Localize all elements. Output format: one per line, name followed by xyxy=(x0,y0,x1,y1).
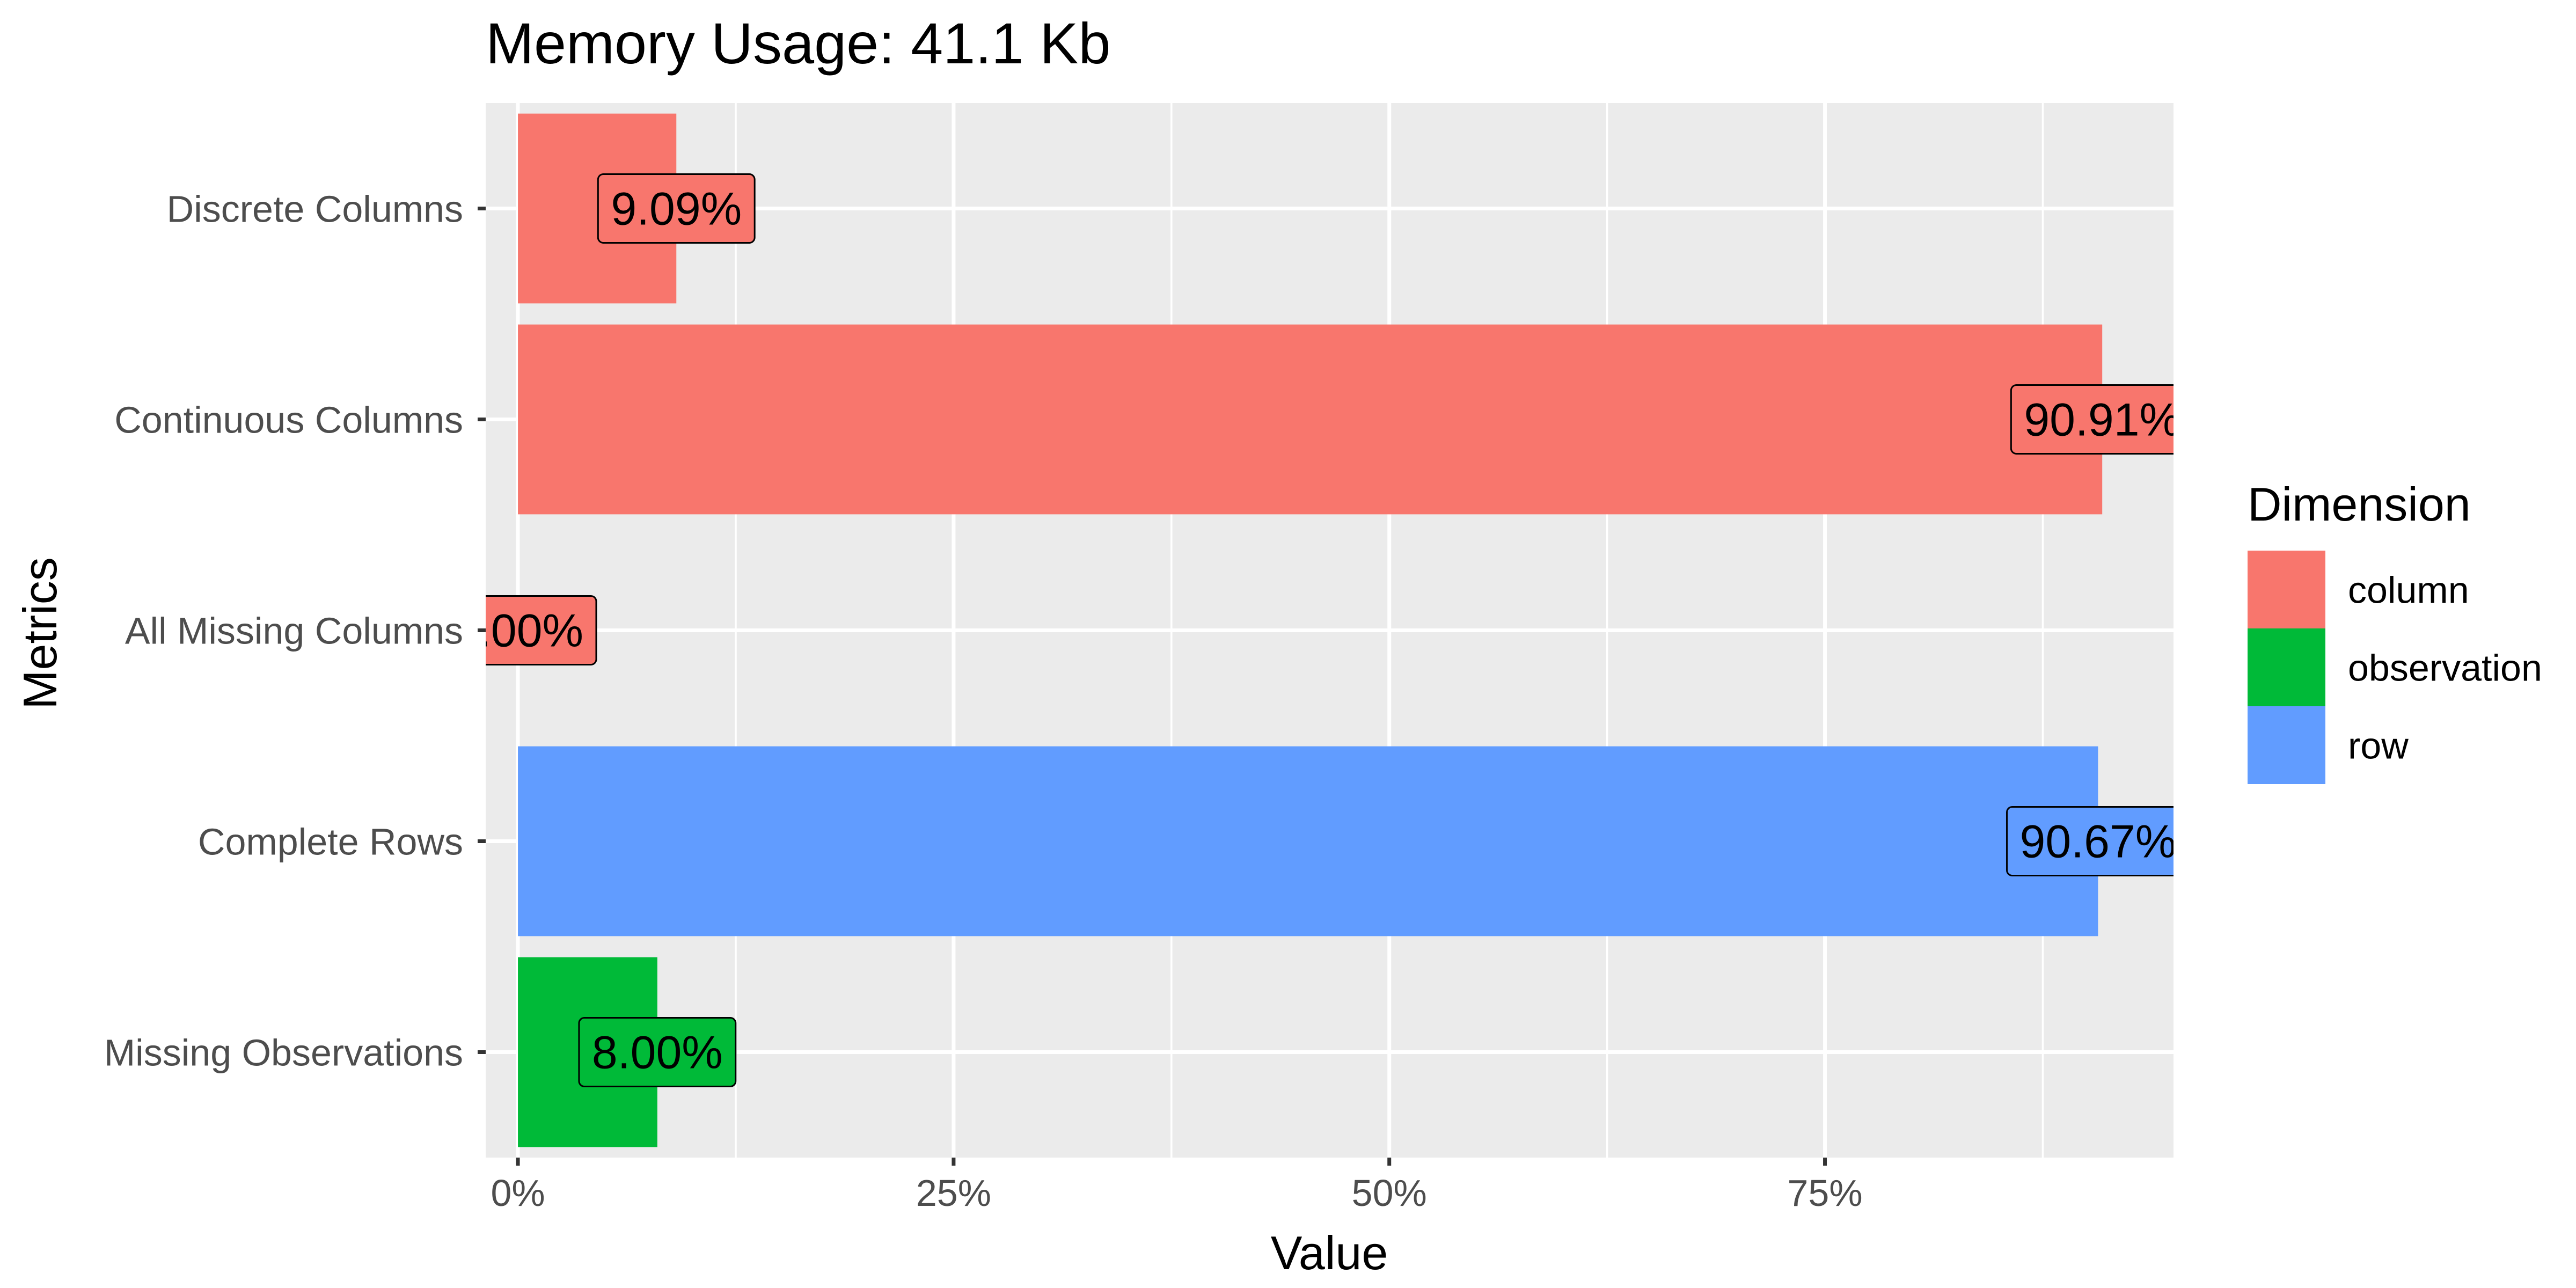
y-tick-label: Discrete Columns xyxy=(167,188,463,230)
data-label-text: 90.67% xyxy=(2020,816,2177,868)
legend-key xyxy=(2248,706,2325,784)
data-label-box xyxy=(2006,806,2174,876)
data-label-text: 9.09% xyxy=(611,184,742,235)
data-label-text: 0.00% xyxy=(452,605,583,657)
x-tick-label: 75% xyxy=(1787,1172,1862,1214)
y-tick-label: All Missing Columns xyxy=(125,610,463,652)
legend: Dimension column observation row xyxy=(2248,478,2542,784)
data-labels: 9.09% 90.91% 0.00% 90.67% 8.00% xyxy=(452,173,2180,1087)
y-axis-title: Metrics xyxy=(13,557,67,709)
y-tick-label: Complete Rows xyxy=(198,821,463,863)
data-label-box xyxy=(2010,384,2174,455)
bar xyxy=(518,324,2103,515)
legend-label: row xyxy=(2348,725,2409,767)
y-tick-label: Missing Observations xyxy=(104,1032,463,1074)
x-tick-label: 0% xyxy=(491,1172,545,1214)
data-label: 9.09% xyxy=(597,173,756,244)
x-axis-title: Value xyxy=(1271,1226,1388,1279)
y-tick-label: Continuous Columns xyxy=(114,399,463,441)
legend-key xyxy=(2248,628,2325,706)
x-axis: 0% 25% 50% 75% xyxy=(491,1158,1863,1214)
legend-label: observation xyxy=(2348,647,2542,689)
data-label-box xyxy=(578,1017,737,1087)
chart-title: Memory Usage: 41.1 Kb xyxy=(486,11,1111,76)
x-tick-label: 25% xyxy=(916,1172,991,1214)
data-label: 8.00% xyxy=(578,1017,737,1087)
legend-label: column xyxy=(2348,569,2469,611)
x-tick-label: 50% xyxy=(1352,1172,1427,1214)
data-label-box xyxy=(597,173,756,244)
bars xyxy=(518,113,2103,1147)
data-label-text: 8.00% xyxy=(592,1027,723,1079)
data-label: 90.91% xyxy=(2010,384,2180,455)
data-label: 90.67% xyxy=(2006,806,2177,876)
legend-key xyxy=(2248,551,2325,628)
data-label: 0.00% xyxy=(452,595,597,665)
data-label-text: 90.91% xyxy=(2024,394,2180,446)
data-label-box xyxy=(486,595,597,665)
bar xyxy=(518,746,2098,936)
legend-title: Dimension xyxy=(2248,478,2471,531)
y-axis: Discrete Columns Continuous Columns All Mi… xyxy=(104,188,486,1074)
